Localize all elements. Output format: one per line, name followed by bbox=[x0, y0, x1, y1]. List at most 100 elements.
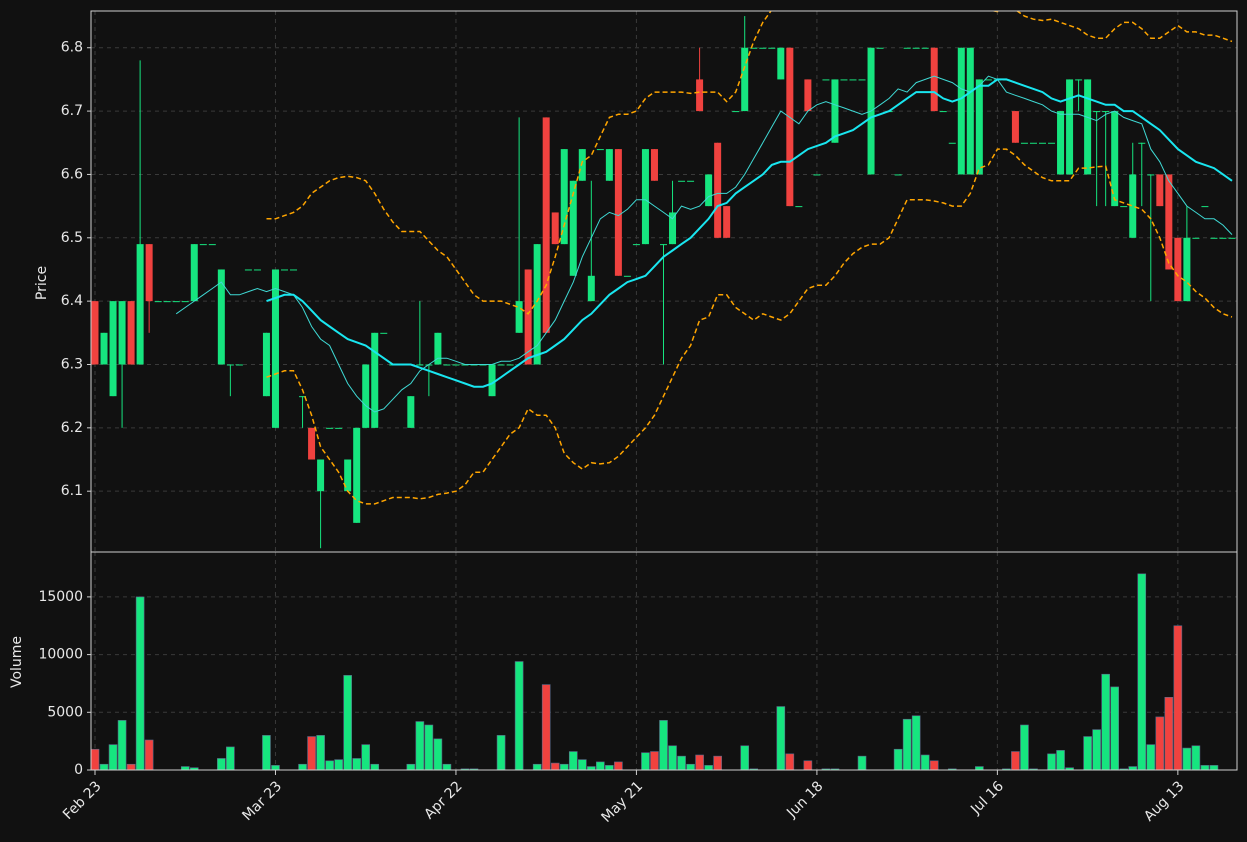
candle-body bbox=[1138, 142, 1146, 144]
volume-bar bbox=[307, 736, 316, 771]
volume-bar bbox=[911, 715, 921, 771]
y-tick-label: 15000 bbox=[38, 589, 83, 605]
volume-bar bbox=[135, 596, 145, 771]
volume-bar bbox=[695, 754, 704, 771]
volume-bar bbox=[929, 760, 939, 771]
candle-body bbox=[434, 332, 442, 365]
candle-body bbox=[362, 364, 370, 428]
candle-body bbox=[1147, 174, 1155, 176]
candle-body bbox=[1165, 174, 1173, 270]
candle-body bbox=[344, 459, 352, 492]
candle-body bbox=[371, 332, 379, 428]
candle-body bbox=[1093, 111, 1101, 113]
volume-bar bbox=[1137, 573, 1147, 771]
volume-bar bbox=[1146, 744, 1156, 771]
y-axis-label: Volume bbox=[9, 636, 25, 688]
candle-body bbox=[678, 180, 686, 182]
volume-bar bbox=[686, 763, 695, 771]
volume-bar bbox=[108, 744, 118, 771]
volume-bar bbox=[605, 765, 614, 771]
volume-bar bbox=[614, 761, 623, 771]
volume-bar bbox=[1128, 766, 1138, 771]
volume-bar bbox=[1083, 736, 1092, 771]
candle-body bbox=[353, 427, 361, 523]
candle-body bbox=[632, 244, 640, 246]
candle-body bbox=[696, 79, 704, 112]
volume-bar bbox=[180, 766, 190, 771]
overlay-line bbox=[175, 75, 1233, 413]
candle-body bbox=[1210, 237, 1218, 239]
candle-body bbox=[786, 47, 794, 207]
volume-marks bbox=[90, 573, 1219, 771]
candle-body bbox=[1201, 206, 1209, 208]
candle-body bbox=[226, 364, 234, 366]
volume-bar bbox=[568, 751, 578, 771]
candle-body bbox=[326, 427, 334, 429]
volume-bar bbox=[1155, 716, 1165, 771]
candle-body bbox=[145, 244, 153, 302]
candle-body bbox=[127, 301, 135, 365]
candle-body bbox=[930, 47, 938, 112]
candle-body bbox=[569, 180, 577, 276]
volume-bar bbox=[975, 766, 984, 771]
volume-bar bbox=[217, 758, 226, 771]
candle-body bbox=[533, 244, 541, 365]
volume-bar bbox=[325, 760, 334, 771]
candle-body bbox=[641, 149, 649, 245]
candle-body bbox=[560, 149, 568, 245]
candle-body bbox=[524, 269, 532, 365]
overlay-line bbox=[266, 78, 1233, 388]
candle-body bbox=[154, 301, 162, 303]
volume-bar bbox=[668, 745, 677, 771]
volume-bar bbox=[596, 761, 605, 771]
volume-bar bbox=[406, 763, 416, 771]
candle-body bbox=[759, 47, 767, 49]
overlay-line bbox=[266, 11, 1233, 315]
volume-bar bbox=[577, 759, 587, 771]
volume-bar bbox=[90, 748, 100, 771]
y-tick-label: 6.2 bbox=[61, 420, 83, 436]
candle-body bbox=[136, 244, 144, 365]
volume-bar bbox=[1101, 673, 1110, 771]
candle-body bbox=[416, 364, 424, 366]
volume-bar bbox=[433, 738, 443, 771]
volume-bar bbox=[1200, 765, 1210, 771]
candle-body bbox=[578, 149, 586, 181]
volume-bar bbox=[857, 755, 867, 771]
volume-bar bbox=[271, 765, 280, 771]
volume-bar bbox=[334, 759, 343, 771]
candle-body bbox=[1156, 174, 1164, 207]
candle-body bbox=[723, 206, 731, 238]
overlay-line bbox=[266, 148, 1233, 505]
candle-body bbox=[443, 364, 451, 366]
candle-body bbox=[542, 117, 550, 333]
volume-bar bbox=[559, 763, 569, 771]
candle-body bbox=[831, 79, 839, 143]
candle-body bbox=[497, 364, 505, 366]
volume-bar bbox=[532, 763, 542, 771]
candle-body bbox=[741, 47, 749, 112]
volume-bar bbox=[343, 675, 352, 771]
candle-body bbox=[281, 269, 288, 271]
candle-body bbox=[253, 269, 261, 271]
volume-bar bbox=[776, 706, 786, 771]
volume-bar bbox=[902, 718, 912, 771]
candle-body bbox=[515, 301, 523, 333]
volume-bar bbox=[1173, 625, 1183, 771]
candle-body bbox=[1111, 111, 1119, 207]
candle-body bbox=[587, 275, 595, 302]
candle-body bbox=[605, 149, 613, 181]
candle-body bbox=[804, 79, 812, 112]
candle-body bbox=[199, 244, 207, 246]
candle-body bbox=[290, 269, 298, 271]
candle-body bbox=[335, 427, 343, 429]
y-tick-label: 6.4 bbox=[61, 293, 83, 309]
candle-body bbox=[732, 111, 740, 113]
candle-body bbox=[948, 142, 956, 144]
volume-bar bbox=[550, 762, 560, 771]
candle-body bbox=[262, 332, 270, 397]
volume-bar bbox=[1164, 696, 1174, 771]
volume-bar bbox=[424, 724, 434, 771]
candle-body bbox=[858, 79, 866, 81]
